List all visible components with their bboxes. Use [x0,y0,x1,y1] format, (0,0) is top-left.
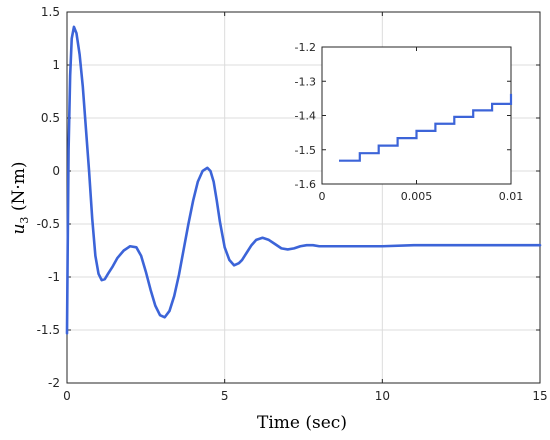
y-tick-label: -1.5 [37,323,60,337]
y-axis-label: u3 (N·m) [9,161,31,234]
x-tick-label: 10 [375,389,390,403]
y-tick-label: -1.6 [295,178,316,191]
x-tick-label: 0 [63,389,71,403]
x-tick-label: 0 [319,190,326,203]
x-tick-label: 15 [532,389,547,403]
x-axis-label: Time (sec) [257,413,347,433]
inset-tick-labels: 0 0.005 0.01 -1.2 -1.3 -1.4 -1.5 -1.6 [295,41,524,203]
main-curve-group [65,25,542,335]
y-tick-label: -1.3 [295,75,316,88]
y-tick-label: -1.4 [295,110,316,123]
inset-series-line [339,93,513,162]
y-axis-label-subscript: 3 [18,217,31,224]
y-tick-label: 1.5 [41,5,60,19]
y-tick-label: 1 [52,58,60,72]
inset-background [322,47,511,184]
x-tick-label: 0.01 [499,190,524,203]
y-tick-label: -1 [48,270,60,284]
y-tick-label: -1.5 [295,144,316,157]
y-tick-label: -2 [48,376,60,390]
main-ticks [66,11,541,384]
y-axis-label-unit: (N·m) [9,161,29,216]
y-tick-label: 0.5 [41,111,60,125]
y-axis-label-symbol: u [9,224,29,235]
inset-curve-group [339,93,513,162]
inset-ticks [321,46,512,185]
y-tick-label: -0.5 [37,217,60,231]
y-tick-label: 0 [52,164,60,178]
x-tick-label: 5 [221,389,229,403]
y-tick-label: -1.2 [295,41,316,54]
main-series-line [65,25,542,335]
main-tick-labels: 0 5 10 15 1.5 1 0.5 0 -0.5 -1 -1.5 -2 [37,5,548,403]
x-tick-label: 0.005 [401,190,433,203]
